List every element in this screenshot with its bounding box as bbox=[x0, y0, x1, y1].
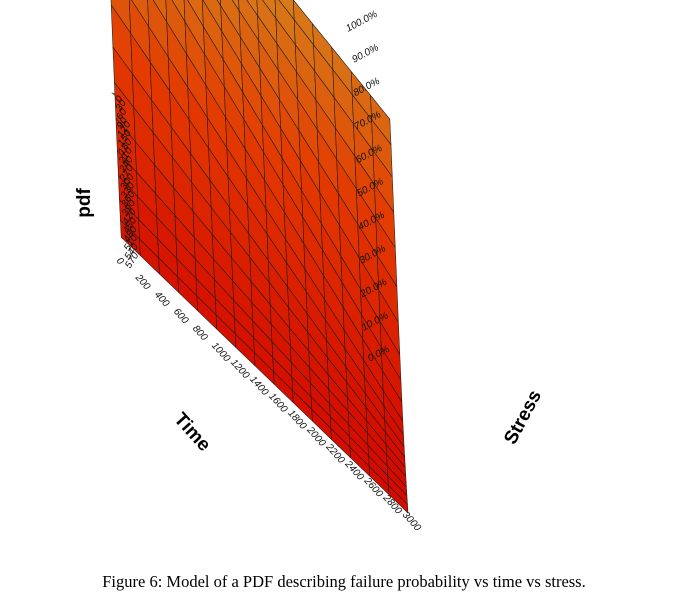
surface-patch bbox=[388, 485, 409, 514]
y-axis-title: Stress bbox=[500, 387, 546, 448]
pdf-surface-chart: 0.0%10.0%20.0%30.0%40.0%50.0%60.0%70.0%8… bbox=[74, 0, 546, 534]
figure-caption: Figure 6: Model of a PDF describing fail… bbox=[102, 572, 586, 591]
x-tick-label: 3000 bbox=[400, 510, 423, 534]
z-axis-title: pdf bbox=[74, 188, 95, 218]
z-tick-label: 90.0% bbox=[350, 42, 380, 65]
y-tick-label: 0 bbox=[113, 94, 126, 105]
x-tick-label: 200 bbox=[132, 272, 152, 293]
x-axis-title: Time bbox=[170, 409, 215, 456]
x-tick-label: 0 bbox=[114, 256, 126, 268]
x-tick-label: 1000 bbox=[209, 340, 232, 364]
x-tick-label: 800 bbox=[190, 323, 210, 343]
x-tick-label: 600 bbox=[171, 306, 191, 326]
z-tick-label: 100.0% bbox=[344, 9, 379, 35]
surface-layer bbox=[110, 0, 409, 514]
x-tick-label: 1200 bbox=[228, 357, 251, 381]
x-tick-label: 400 bbox=[152, 290, 172, 310]
